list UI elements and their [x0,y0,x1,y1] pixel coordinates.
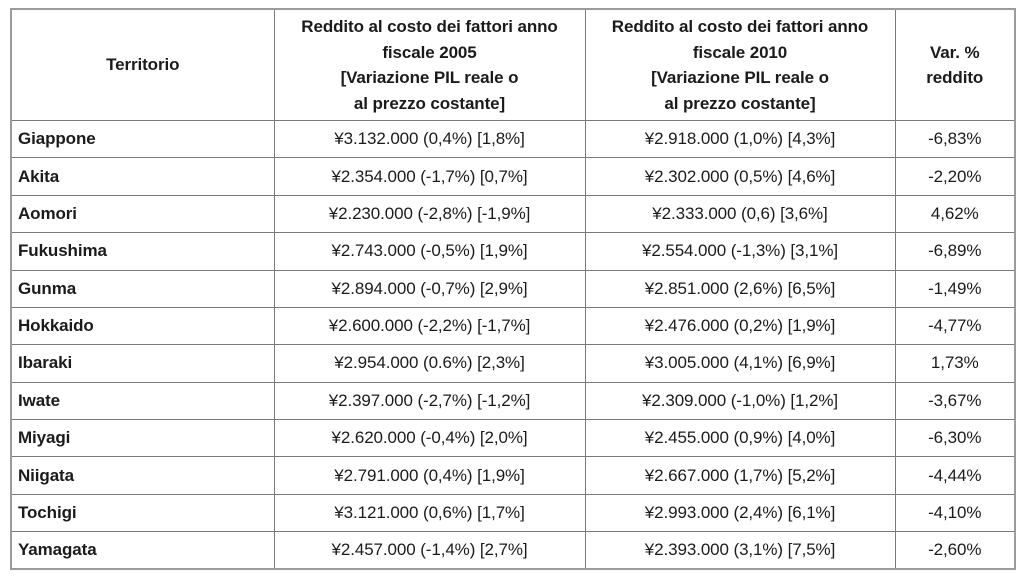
fy2005-cell: ¥2.397.000 (-2,7%) [-1,2%] [273,381,586,421]
table-row: Yamagata ¥2.457.000 (-1,4%) [2,7%] ¥2.39… [10,531,1016,570]
fy2010-cell: ¥2.309.000 (-1,0%) [1,2%] [584,381,896,421]
var-cell: -4,10% [894,493,1016,533]
fy2010-cell: ¥2.302.000 (0,5%) [4,6%] [584,157,896,196]
table-row: Ibaraki ¥2.954.000 (0.6%) [2,3%] ¥3.005.… [10,344,1016,383]
fy2010-cell: ¥2.476.000 (0,2%) [1,9%] [584,306,896,346]
table-row: Aomori ¥2.230.000 (-2,8%) [-1,9%] ¥2.333… [10,194,1016,234]
fy2005-cell: ¥2.791.000 (0,4%) [1,9%] [273,456,586,495]
fy2005-cell: ¥3.121.000 (0,6%) [1,7%] [273,493,586,533]
var-cell: -4,44% [894,456,1016,495]
table-row: Hokkaido ¥2.600.000 (-2,2%) [-1,7%] ¥2.4… [10,306,1016,346]
header-territory: Territorio [10,8,275,121]
fy2010-cell: ¥2.333.000 (0,6) [3,6%] [584,194,896,234]
var-cell: -2,60% [894,531,1016,570]
table-row: Tochigi ¥3.121.000 (0,6%) [1,7%] ¥2.993.… [10,493,1016,533]
table-row: Giappone ¥3.132.000 (0,4%) [1,8%] ¥2.918… [10,119,1016,159]
header-fy2010: Reddito al costo dei fattori anno fiscal… [584,8,896,121]
territory-cell: Akita [10,157,275,196]
header-fy2005: Reddito al costo dei fattori anno fiscal… [273,8,586,121]
var-cell: -3,67% [894,381,1016,421]
territory-cell: Ibaraki [10,344,275,383]
table-row: Iwate ¥2.397.000 (-2,7%) [-1,2%] ¥2.309.… [10,381,1016,421]
var-cell: -1,49% [894,269,1016,308]
fy2010-cell: ¥2.393.000 (3,1%) [7,5%] [584,531,896,570]
fy2010-cell: ¥3.005.000 (4,1%) [6,9%] [584,344,896,383]
var-cell: -6,89% [894,232,1016,271]
table-row: Miyagi ¥2.620.000 (-0,4%) [2,0%] ¥2.455.… [10,418,1016,458]
fy2010-cell: ¥2.667.000 (1,7%) [5,2%] [584,456,896,495]
var-cell: 4,62% [894,194,1016,234]
var-cell: -2,20% [894,157,1016,196]
territory-cell: Niigata [10,456,275,495]
var-cell: -6,30% [894,418,1016,458]
fy2005-cell: ¥2.620.000 (-0,4%) [2,0%] [273,418,586,458]
territory-cell: Gunma [10,269,275,308]
var-cell: -4,77% [894,306,1016,346]
fy2010-cell: ¥2.918.000 (1,0%) [4,3%] [584,119,896,159]
table-row: Akita ¥2.354.000 (-1,7%) [0,7%] ¥2.302.0… [10,157,1016,196]
table-header: Territorio Reddito al costo dei fattori … [10,8,1016,121]
territory-cell: Yamagata [10,531,275,570]
territory-cell: Miyagi [10,418,275,458]
fy2005-cell: ¥2.230.000 (-2,8%) [-1,9%] [273,194,586,234]
fy2005-cell: ¥2.457.000 (-1,4%) [2,7%] [273,531,586,570]
territory-cell: Fukushima [10,232,275,271]
territory-cell: Giappone [10,119,275,159]
fy2005-cell: ¥2.894.000 (-0,7%) [2,9%] [273,269,586,308]
header-var-percent: Var. % reddito [894,8,1016,121]
fy2010-cell: ¥2.993.000 (2,4%) [6,1%] [584,493,896,533]
fy2005-cell: ¥2.600.000 (-2,2%) [-1,7%] [273,306,586,346]
table-row: Gunma ¥2.894.000 (-0,7%) [2,9%] ¥2.851.0… [10,269,1016,308]
income-table: Territorio Reddito al costo dei fattori … [10,8,1016,570]
territory-cell: Tochigi [10,493,275,533]
fy2010-cell: ¥2.554.000 (-1,3%) [3,1%] [584,232,896,271]
header-row: Territorio Reddito al costo dei fattori … [10,8,1016,121]
territory-cell: Aomori [10,194,275,234]
var-cell: -6,83% [894,119,1016,159]
table-row: Fukushima ¥2.743.000 (-0,5%) [1,9%] ¥2.5… [10,232,1016,271]
territory-cell: Hokkaido [10,306,275,346]
fy2005-cell: ¥2.954.000 (0.6%) [2,3%] [273,344,586,383]
fy2010-cell: ¥2.851.000 (2,6%) [6,5%] [584,269,896,308]
table-body: Giappone ¥3.132.000 (0,4%) [1,8%] ¥2.918… [10,119,1016,570]
table-row: Niigata ¥2.791.000 (0,4%) [1,9%] ¥2.667.… [10,456,1016,495]
var-cell: 1,73% [894,344,1016,383]
fy2005-cell: ¥2.743.000 (-0,5%) [1,9%] [273,232,586,271]
fy2005-cell: ¥2.354.000 (-1,7%) [0,7%] [273,157,586,196]
territory-cell: Iwate [10,381,275,421]
fy2010-cell: ¥2.455.000 (0,9%) [4,0%] [584,418,896,458]
fy2005-cell: ¥3.132.000 (0,4%) [1,8%] [273,119,586,159]
